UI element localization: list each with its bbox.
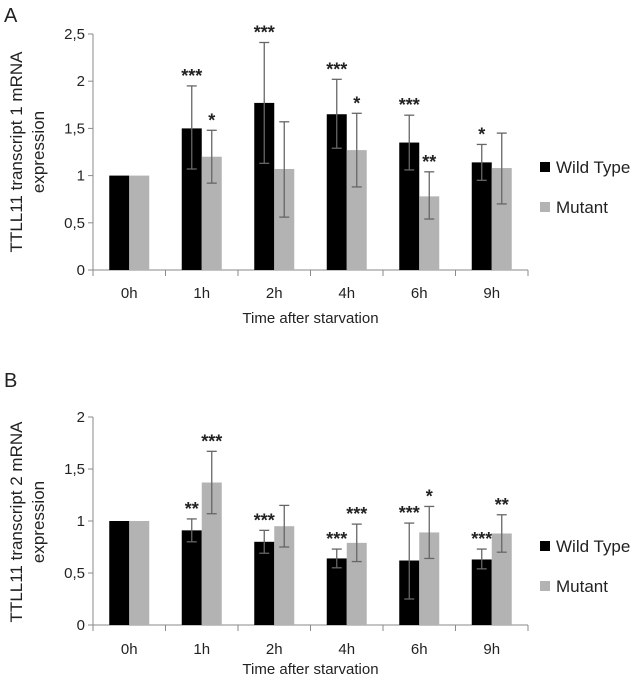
significance-marker: ** [422, 152, 436, 172]
y-axis-title-line-1: TTLL11 transcript 2 mRNA [7, 421, 26, 623]
y-tick-label: 0,5 [64, 565, 85, 582]
bar-wild-type [254, 102, 275, 270]
legend-swatch-mutant [540, 581, 550, 591]
panel-letter: A [4, 5, 18, 27]
significance-marker: *** [254, 510, 275, 530]
significance-marker: *** [201, 431, 222, 451]
bar-mutant [274, 526, 295, 625]
x-axis-title: Time after starvation [242, 661, 378, 678]
y-tick-label: 0 [77, 617, 85, 634]
x-tick-label: 0h [121, 641, 138, 658]
x-tick-label: 9h [483, 641, 500, 658]
bar-mutant [346, 150, 367, 270]
panel-b-chart: B TTLL11 transcript 2 mRNA expression 0 0,5 1… [4, 370, 630, 678]
legend-swatch-mutant [540, 202, 550, 212]
bar-wild-type [254, 541, 275, 625]
x-tick-label: 0h [121, 285, 138, 302]
significance-marker: *** [326, 529, 347, 549]
y-axis-title-line-2: expression [29, 481, 48, 563]
bar-wild-type [109, 175, 130, 270]
y-tick-label: 1,5 [64, 120, 85, 137]
significance-marker: * [208, 110, 215, 130]
bar-wild-type [326, 558, 347, 625]
x-tick-label: 1h [193, 641, 210, 658]
x-tick-label: 1h [193, 285, 210, 302]
legend-swatch-wild-type [540, 541, 550, 551]
bar-wild-type [326, 114, 347, 271]
bar-wild-type [181, 530, 202, 625]
legend-label-wild-type: Wild Type [556, 537, 630, 556]
y-axis-title-line-2: expression [29, 111, 48, 193]
bar-mutant [491, 168, 512, 270]
x-axis-title: Time after starvation [242, 310, 378, 327]
bar-mutant [274, 168, 295, 270]
panel-a-chart: A TTLL11 transcript 1 mRNA expression 0 0,5 1… [4, 5, 630, 327]
bar-mutant [419, 196, 440, 270]
bar-wild-type [471, 162, 492, 270]
y-tick-label: 0,5 [64, 215, 85, 232]
y-tick-label: 1 [77, 168, 85, 185]
bar-wild-type [109, 521, 130, 625]
y-tick-label: 2 [77, 409, 85, 426]
bar-mutant [419, 532, 440, 625]
significance-marker: *** [399, 503, 420, 523]
x-tick-label: 4h [338, 285, 355, 302]
x-tick-label: 2h [266, 641, 283, 658]
x-tick-label: 6h [411, 641, 428, 658]
significance-marker: * [426, 486, 433, 506]
significance-marker: *** [326, 59, 347, 79]
x-tick-label: 6h [411, 285, 428, 302]
x-tick-label: 4h [338, 641, 355, 658]
bar-wild-type [471, 559, 492, 625]
y-axis-title-line-1: TTLL11 transcript 1 mRNA [7, 51, 26, 253]
significance-marker: *** [471, 529, 492, 549]
bar-wild-type [399, 142, 420, 270]
y-tick-label: 1 [77, 513, 85, 530]
y-tick-label: 1,5 [64, 461, 85, 478]
x-tick-label: 9h [483, 285, 500, 302]
significance-marker: *** [181, 66, 202, 86]
bar-mutant [201, 482, 222, 625]
bar-mutant [129, 521, 150, 625]
legend-label-mutant: Mutant [556, 198, 608, 217]
y-tick-label: 2,5 [64, 26, 85, 43]
legend-swatch-wild-type [540, 162, 550, 172]
bar-mutant [491, 533, 512, 625]
panel-letter: B [4, 370, 17, 392]
x-tick-label: 2h [266, 285, 283, 302]
bar-mutant [346, 542, 367, 625]
bar-mutant [129, 175, 150, 270]
legend-label-wild-type: Wild Type [556, 158, 630, 177]
significance-marker: ** [495, 495, 509, 515]
y-tick-label: 0 [77, 262, 85, 279]
y-tick-label: 2 [77, 73, 85, 90]
significance-marker: *** [346, 504, 367, 524]
significance-marker: * [353, 93, 360, 113]
significance-marker: ** [185, 499, 199, 519]
bar-mutant [201, 156, 222, 270]
bar-wild-type [181, 128, 202, 270]
legend-label-mutant: Mutant [556, 577, 608, 596]
significance-marker: *** [254, 22, 275, 42]
significance-marker: *** [399, 95, 420, 115]
significance-marker: * [478, 124, 485, 144]
